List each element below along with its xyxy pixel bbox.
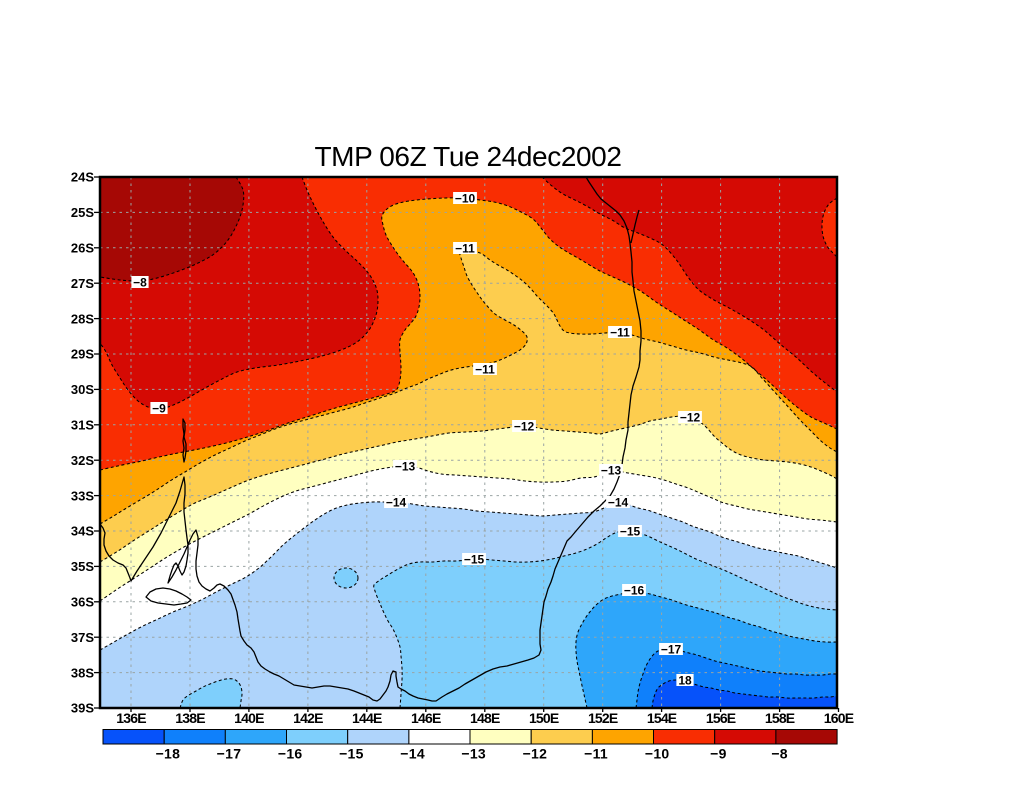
svg-text:−18: −18 xyxy=(156,746,181,762)
svg-text:38S: 38S xyxy=(71,665,94,680)
svg-text:−13: −13 xyxy=(601,463,622,477)
svg-text:152E: 152E xyxy=(588,710,618,726)
svg-text:−9: −9 xyxy=(710,746,727,762)
svg-text:144E: 144E xyxy=(352,710,382,726)
svg-text:TMP 06Z Tue 24dec2002: TMP 06Z Tue 24dec2002 xyxy=(314,141,621,172)
svg-text:−14: −14 xyxy=(386,495,407,509)
svg-text:30S: 30S xyxy=(71,382,94,397)
svg-text:−11: −11 xyxy=(475,362,495,376)
svg-text:−12: −12 xyxy=(514,419,535,433)
svg-text:−11: −11 xyxy=(455,241,475,255)
svg-text:140E: 140E xyxy=(234,710,264,726)
svg-text:−13: −13 xyxy=(461,746,486,762)
svg-text:160E: 160E xyxy=(824,710,854,726)
svg-text:150E: 150E xyxy=(529,710,559,726)
svg-text:33S: 33S xyxy=(71,488,94,503)
svg-text:39S: 39S xyxy=(71,701,94,716)
svg-text:27S: 27S xyxy=(71,276,94,291)
svg-text:138E: 138E xyxy=(175,710,205,726)
svg-text:156E: 156E xyxy=(706,710,736,726)
svg-text:136E: 136E xyxy=(116,710,146,726)
svg-text:29S: 29S xyxy=(71,347,94,362)
svg-text:−12: −12 xyxy=(523,746,548,762)
svg-text:18: 18 xyxy=(678,673,692,687)
svg-text:24S: 24S xyxy=(71,170,94,185)
svg-text:−10: −10 xyxy=(455,191,476,205)
svg-text:35S: 35S xyxy=(71,559,94,574)
svg-text:−8: −8 xyxy=(133,275,147,289)
svg-text:−16: −16 xyxy=(278,746,303,762)
svg-text:25S: 25S xyxy=(71,205,94,220)
svg-text:34S: 34S xyxy=(71,524,94,539)
svg-text:−8: −8 xyxy=(771,746,788,762)
svg-text:37S: 37S xyxy=(71,630,94,645)
svg-text:146E: 146E xyxy=(411,710,441,726)
svg-text:154E: 154E xyxy=(647,710,677,726)
svg-text:36S: 36S xyxy=(71,595,94,610)
svg-text:28S: 28S xyxy=(71,311,94,326)
svg-text:−15: −15 xyxy=(339,746,364,762)
svg-text:−16: −16 xyxy=(624,583,645,597)
svg-text:−15: −15 xyxy=(620,524,641,538)
svg-text:−17: −17 xyxy=(661,642,682,656)
svg-text:−15: −15 xyxy=(464,552,485,566)
svg-text:−13: −13 xyxy=(395,459,416,473)
svg-text:−10: −10 xyxy=(645,746,670,762)
svg-text:−17: −17 xyxy=(217,746,242,762)
svg-text:−11: −11 xyxy=(584,746,608,762)
svg-text:−9: −9 xyxy=(152,401,166,415)
svg-text:31S: 31S xyxy=(71,418,94,433)
svg-text:142E: 142E xyxy=(293,710,323,726)
svg-text:−12: −12 xyxy=(680,410,701,424)
svg-text:26S: 26S xyxy=(71,241,94,256)
svg-text:158E: 158E xyxy=(765,710,795,726)
svg-text:32S: 32S xyxy=(71,453,94,468)
svg-text:148E: 148E xyxy=(470,710,500,726)
svg-text:−14: −14 xyxy=(608,495,629,509)
svg-text:−14: −14 xyxy=(400,746,425,762)
svg-text:−11: −11 xyxy=(610,325,630,339)
